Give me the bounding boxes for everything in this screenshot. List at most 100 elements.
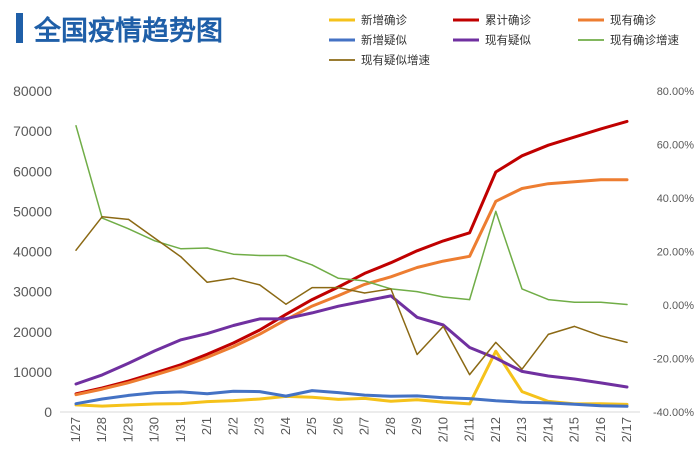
x-tick-label: 2/12 xyxy=(488,417,503,442)
data-point xyxy=(180,403,182,405)
data-point xyxy=(259,254,261,257)
x-tick-label: 2/11 xyxy=(462,417,477,441)
data-point xyxy=(600,301,602,303)
data-point xyxy=(75,383,77,385)
data-point xyxy=(521,155,523,157)
data-point xyxy=(311,390,313,392)
series-line-4 xyxy=(74,294,629,389)
right-tick-label: 40.00% xyxy=(657,193,695,205)
data-point xyxy=(573,136,576,138)
data-point xyxy=(75,249,77,251)
data-point xyxy=(364,283,366,285)
data-point xyxy=(180,366,182,368)
x-tick-label: 2/8 xyxy=(383,417,398,435)
data-point xyxy=(337,295,339,297)
left-tick-label: 30000 xyxy=(13,284,52,300)
data-point xyxy=(337,392,339,394)
data-point xyxy=(180,256,182,258)
right-tick-label: 80.00% xyxy=(657,86,695,98)
data-point xyxy=(127,362,130,364)
series-line-5 xyxy=(75,125,628,306)
data-point xyxy=(154,392,156,394)
data-point xyxy=(416,266,418,269)
data-point xyxy=(442,324,444,326)
data-point xyxy=(337,277,339,279)
data-point xyxy=(547,183,549,185)
data-point xyxy=(154,240,156,242)
x-tick-label: 2/16 xyxy=(593,417,608,442)
data-point xyxy=(206,393,208,395)
data-point xyxy=(495,350,497,352)
data-point xyxy=(416,399,418,401)
data-point xyxy=(127,382,130,384)
data-point xyxy=(390,288,392,290)
data-point xyxy=(600,403,602,405)
data-point xyxy=(495,357,497,359)
data-point xyxy=(285,254,287,257)
data-point xyxy=(547,402,549,404)
data-point xyxy=(180,248,182,250)
data-point xyxy=(127,218,130,220)
data-point xyxy=(469,403,471,405)
data-point xyxy=(180,364,182,366)
series-line-0 xyxy=(74,349,629,408)
legend-label: 现有确诊 xyxy=(610,13,656,27)
data-point xyxy=(180,391,182,393)
data-point xyxy=(285,395,287,397)
data-point xyxy=(521,187,523,190)
data-point xyxy=(626,341,628,343)
right-tick-label: -20.00% xyxy=(653,354,694,366)
x-tick-label: 2/9 xyxy=(409,417,424,435)
data-point xyxy=(469,374,471,376)
series-line-6 xyxy=(75,215,628,376)
data-point xyxy=(154,372,156,374)
data-point xyxy=(101,388,103,390)
data-point xyxy=(364,292,366,294)
data-point xyxy=(311,312,313,314)
data-point xyxy=(232,390,234,392)
data-point xyxy=(232,400,234,402)
data-point xyxy=(600,128,602,130)
left-tick-label: 80000 xyxy=(13,83,52,99)
data-point xyxy=(495,210,497,212)
data-point xyxy=(573,301,576,303)
data-point xyxy=(364,280,366,282)
x-tick-label: 2/1 xyxy=(199,417,214,435)
series-line-2 xyxy=(74,178,629,397)
data-point xyxy=(206,247,208,249)
data-point xyxy=(311,396,313,398)
left-tick-label: 10000 xyxy=(13,364,52,380)
data-point xyxy=(259,333,261,335)
data-point xyxy=(101,216,103,218)
data-point xyxy=(547,144,549,146)
data-point xyxy=(285,303,287,305)
legend-label: 新增确诊 xyxy=(361,13,407,27)
data-point xyxy=(469,299,471,301)
x-tick-label: 2/7 xyxy=(357,417,372,435)
data-point xyxy=(573,181,576,183)
left-tick-label: 50000 xyxy=(13,203,52,219)
x-tick-label: 1/31 xyxy=(173,417,188,442)
data-point xyxy=(442,397,444,399)
legend-label: 新增疑似 xyxy=(361,33,407,47)
data-point xyxy=(495,200,497,202)
data-point xyxy=(626,303,628,306)
data-point xyxy=(469,255,471,257)
data-point xyxy=(390,395,392,397)
legend-label: 现有疑似增速 xyxy=(361,53,430,67)
left-tick-label: 40000 xyxy=(13,244,52,260)
data-point xyxy=(442,260,444,262)
x-tick-label: 1/28 xyxy=(94,417,109,442)
data-point xyxy=(311,305,313,307)
data-point xyxy=(495,341,497,343)
data-point xyxy=(416,316,418,318)
data-point xyxy=(206,353,208,355)
data-point xyxy=(75,125,77,127)
data-point xyxy=(311,287,313,289)
data-point xyxy=(232,253,234,255)
left-tick-label: 0 xyxy=(44,404,52,420)
x-tick-label: 2/6 xyxy=(330,417,345,435)
data-point xyxy=(600,179,602,181)
data-point xyxy=(259,398,261,400)
